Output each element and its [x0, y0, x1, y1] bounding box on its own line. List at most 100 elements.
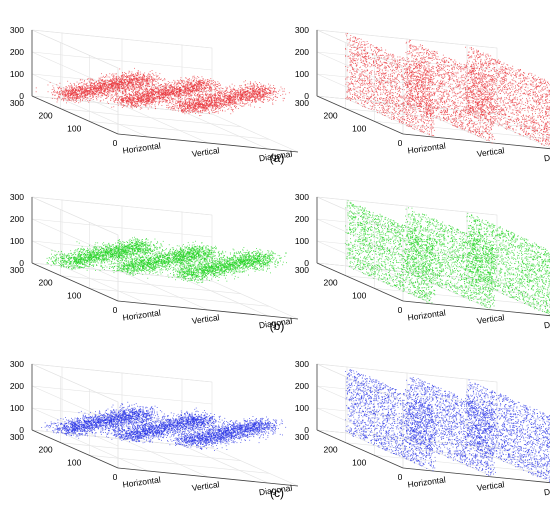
scatter3d-panel-1: 01002003003002001000 Horizontal Vertical Di…	[10, 25, 298, 163]
data-point	[152, 80, 153, 81]
data-point	[127, 94, 128, 95]
data-point	[106, 95, 107, 96]
data-point	[125, 95, 126, 96]
data-point	[78, 89, 79, 90]
data-point	[76, 99, 77, 100]
data-point	[159, 77, 160, 78]
data-point	[128, 82, 129, 83]
data-point	[198, 77, 199, 78]
data-point	[171, 84, 172, 85]
data-point	[82, 97, 83, 98]
data-point	[163, 90, 164, 91]
data-point	[154, 85, 155, 86]
data-point	[131, 76, 132, 77]
data-point	[57, 98, 58, 99]
data-point	[110, 81, 111, 82]
data-point	[55, 95, 56, 96]
data-point	[105, 76, 106, 77]
data-point	[128, 102, 129, 103]
data-point	[170, 85, 171, 86]
data-point	[142, 81, 143, 82]
data-point	[110, 91, 111, 92]
data-point	[76, 98, 77, 99]
data-point	[155, 88, 156, 89]
data-point	[68, 94, 69, 95]
data-point	[139, 92, 140, 93]
data-point	[215, 81, 216, 82]
data-point	[137, 101, 138, 102]
data-point	[177, 89, 178, 90]
data-point	[191, 96, 192, 97]
data-point	[179, 88, 180, 89]
data-point	[124, 83, 125, 84]
depth-tick-label: 300	[10, 98, 24, 108]
data-point	[147, 98, 148, 99]
data-point	[151, 102, 152, 103]
data-point	[64, 93, 65, 94]
data-point	[142, 83, 143, 84]
data-point	[198, 93, 199, 94]
data-point	[146, 89, 147, 90]
data-point	[136, 106, 137, 107]
data-point	[115, 74, 116, 75]
data-point	[160, 91, 161, 92]
depth-tick-label: 100	[67, 123, 81, 133]
data-point	[178, 96, 179, 97]
data-point	[138, 81, 139, 82]
data-point	[152, 94, 153, 95]
data-point	[102, 85, 103, 86]
data-point	[131, 79, 132, 80]
data-point	[182, 92, 183, 93]
data-point	[164, 86, 165, 87]
data-point	[57, 99, 58, 100]
data-point	[209, 91, 210, 92]
data-point	[147, 79, 148, 80]
data-point	[141, 99, 142, 100]
data-point	[92, 95, 93, 96]
data-point	[160, 98, 161, 99]
data-point	[124, 79, 125, 80]
data-point	[77, 93, 78, 94]
data-point	[140, 85, 141, 86]
data-point	[151, 88, 152, 89]
data-point	[111, 98, 112, 99]
data-point	[105, 94, 106, 95]
data-point	[139, 88, 140, 89]
data-point	[70, 98, 71, 99]
data-point	[104, 77, 105, 78]
data-point	[178, 94, 179, 95]
data-point	[185, 86, 186, 87]
data-point	[94, 86, 95, 87]
data-point	[100, 87, 101, 88]
data-point	[180, 91, 181, 92]
data-point	[208, 90, 209, 91]
data-point	[170, 85, 171, 86]
data-point	[178, 86, 179, 87]
data-point	[92, 80, 93, 81]
data-point	[117, 93, 118, 94]
data-point	[153, 87, 154, 88]
data-point	[59, 94, 60, 95]
data-point	[85, 87, 86, 88]
data-point	[149, 106, 150, 107]
data-point	[188, 86, 189, 87]
data-point	[140, 98, 141, 99]
data-point	[183, 90, 184, 91]
data-point	[176, 84, 177, 85]
data-point	[120, 85, 121, 86]
data-point	[190, 89, 191, 90]
data-point	[112, 80, 113, 81]
data-point	[196, 86, 197, 87]
data-point	[52, 98, 53, 99]
data-point	[158, 92, 159, 93]
data-point	[154, 80, 155, 81]
data-point	[220, 85, 221, 86]
data-point	[139, 82, 140, 83]
data-point	[158, 82, 159, 83]
data-point	[202, 88, 203, 89]
data-point	[147, 84, 148, 85]
data-point	[158, 89, 159, 90]
data-point	[171, 97, 172, 98]
data-point	[194, 88, 195, 89]
data-point	[164, 85, 165, 86]
